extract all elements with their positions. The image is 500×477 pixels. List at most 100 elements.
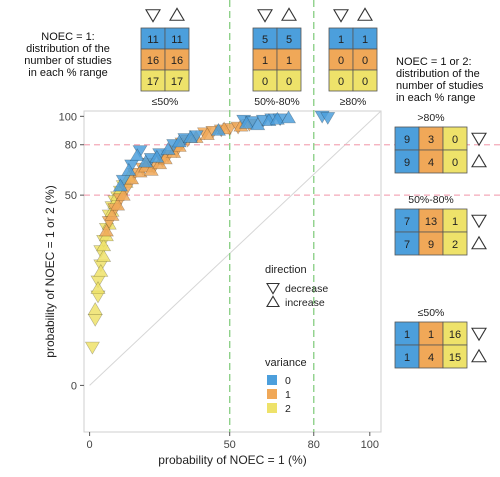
point-v0-increase-4: [149, 149, 165, 163]
point-v1-increase-0: [98, 223, 114, 237]
legend-variance-title: variance: [265, 357, 307, 369]
plot-panel: [83, 110, 382, 433]
legend-variance-0-label: 0: [285, 375, 291, 387]
point-v1-increase-3: [115, 187, 131, 201]
point-v1-increase-1: [104, 207, 120, 221]
right-table-1-cell-bg: [442, 231, 468, 256]
x-tick-label-0: 0: [87, 439, 93, 451]
legend-decrease-icon: [266, 282, 280, 295]
point-v0-increase-6: [171, 134, 187, 148]
right-table-0-decrease-icon: [471, 132, 487, 147]
right-table-1-increase-icon: [471, 235, 487, 250]
top-table-1-cell-bg: [276, 69, 302, 92]
top-note-line-1: distribution of the: [26, 43, 110, 55]
top-table-1: 5 5 1 1 0 0 50%-80%: [252, 7, 302, 108]
right-table-2-label: ≤50%: [418, 307, 445, 319]
x-tick-label-80: 80: [308, 439, 320, 451]
point-v0-increase-3: [138, 154, 154, 168]
right-table-0-cell: 9: [404, 134, 410, 146]
top-note-line-0: NOEC = 1:: [41, 31, 95, 43]
top-table-1-increase-icon: [281, 7, 297, 21]
right-table-0-cell: 9: [404, 157, 410, 169]
top-table-0-cell: 11: [171, 34, 182, 46]
point-v0-increase-9: [238, 115, 255, 129]
top-table-1-label: 50%-80%: [254, 96, 300, 108]
point-v2-increase-4: [96, 238, 112, 252]
top-table-2-cell: 0: [362, 55, 368, 67]
legend-increase-label: increase: [285, 297, 325, 309]
point-v2-increase-0: [87, 302, 103, 315]
right-table-2-cell: 16: [449, 329, 461, 341]
top-table-1-cell: 0: [262, 76, 268, 88]
legend-variance-1-label: 1: [285, 389, 291, 401]
top-table-2-cell: 1: [362, 34, 368, 46]
right-table-2-decrease-icon: [471, 327, 487, 342]
x-axis-title: probability of NOEC = 1 (%): [158, 453, 306, 467]
point-v0-increase-2: [129, 148, 145, 162]
right-table-1-label: 50%-80%: [408, 194, 454, 206]
right-table-1-decrease-icon: [471, 214, 487, 229]
right-table-1-cell: 13: [425, 216, 437, 228]
right-table-1-cell: 9: [428, 239, 434, 251]
top-table-2-cell: 1: [338, 34, 344, 46]
right-table-1-cell: 1: [452, 216, 458, 228]
point-v2-increase-2: [93, 263, 109, 277]
top-table-1-cell: 0: [286, 76, 292, 88]
top-table-0-increase-icon: [169, 7, 185, 21]
point-v0-increase-8: [210, 122, 227, 136]
legend-variance-2-swatch: [267, 403, 277, 413]
right-note-line-1: distribution of the: [396, 68, 480, 80]
top-table-1-cell: 1: [286, 55, 292, 67]
right-table-0-label: >80%: [417, 112, 444, 124]
top-table-1-cell: 1: [262, 55, 268, 67]
point-v0-increase-1: [121, 162, 137, 176]
point-v1-increase-7: [143, 162, 159, 176]
x-tick-label-100: 100: [361, 439, 379, 451]
right-table-0-cell: 3: [428, 134, 434, 146]
legend-variance-1-swatch: [267, 389, 277, 399]
top-table-0-cell-bg: [164, 69, 190, 92]
y-tick-label-80: 80: [65, 140, 77, 152]
legend-variance-2-label: 2: [285, 403, 291, 415]
point-v0-increase-7: [182, 130, 198, 143]
point-v0-increase-5: [160, 142, 176, 155]
y-tick-label-0: 0: [71, 380, 77, 392]
top-table-1-cell: 5: [262, 34, 268, 46]
point-v0-increase-10: [250, 117, 266, 131]
right-table-2-cell: 1: [404, 329, 410, 341]
y-tick-label-50: 50: [65, 190, 77, 202]
legend-increase-icon: [266, 295, 280, 308]
right-table-2-cell: 1: [404, 352, 410, 364]
right-table-0-cell: 0: [452, 134, 458, 146]
right-table-2-cell: 1: [428, 329, 434, 341]
legend-variance-0-swatch: [267, 375, 277, 385]
top-table-2-decrease-icon: [333, 9, 349, 23]
right-table-0-increase-icon: [471, 153, 487, 168]
top-table-0-cell: 17: [147, 76, 159, 88]
top-table-0-cell: 11: [147, 34, 158, 46]
point-v0-decrease-14: [320, 112, 336, 125]
top-table-0-decrease-icon: [145, 9, 161, 23]
right-table-1: 50%-80% 7 13 1 7 9 2: [394, 194, 487, 256]
point-v0-increase-0: [112, 178, 128, 192]
top-note-line-3: in each % range: [28, 67, 108, 79]
top-table-0-cell: 16: [147, 55, 159, 67]
diagonal-line: [89, 110, 382, 386]
top-table-2-label: ≥80%: [340, 96, 367, 108]
right-note-line-0: NOEC = 1 or 2:: [396, 56, 472, 68]
top-table-2-cell-bg: [352, 69, 378, 92]
right-table-1-cell: 7: [404, 239, 410, 251]
top-table-2-cell: 0: [338, 55, 344, 67]
right-table-2-cell-bg: [442, 344, 468, 369]
top-table-1-decrease-icon: [257, 9, 273, 23]
x-tick-label-50: 50: [224, 439, 236, 451]
right-table-0: >80% 9 3 0 9 4 0: [394, 112, 487, 174]
legend-decrease-label: decrease: [285, 283, 328, 295]
point-v2-decrease-0: [84, 341, 100, 355]
right-table-2-cell: 15: [449, 352, 461, 364]
right-note-line-2: number of studies: [396, 80, 484, 92]
axes: 0 50 80 100 0 50 80 100 probability of NOEC = 1 …: [43, 111, 379, 467]
top-table-0-cell: 17: [171, 76, 183, 88]
